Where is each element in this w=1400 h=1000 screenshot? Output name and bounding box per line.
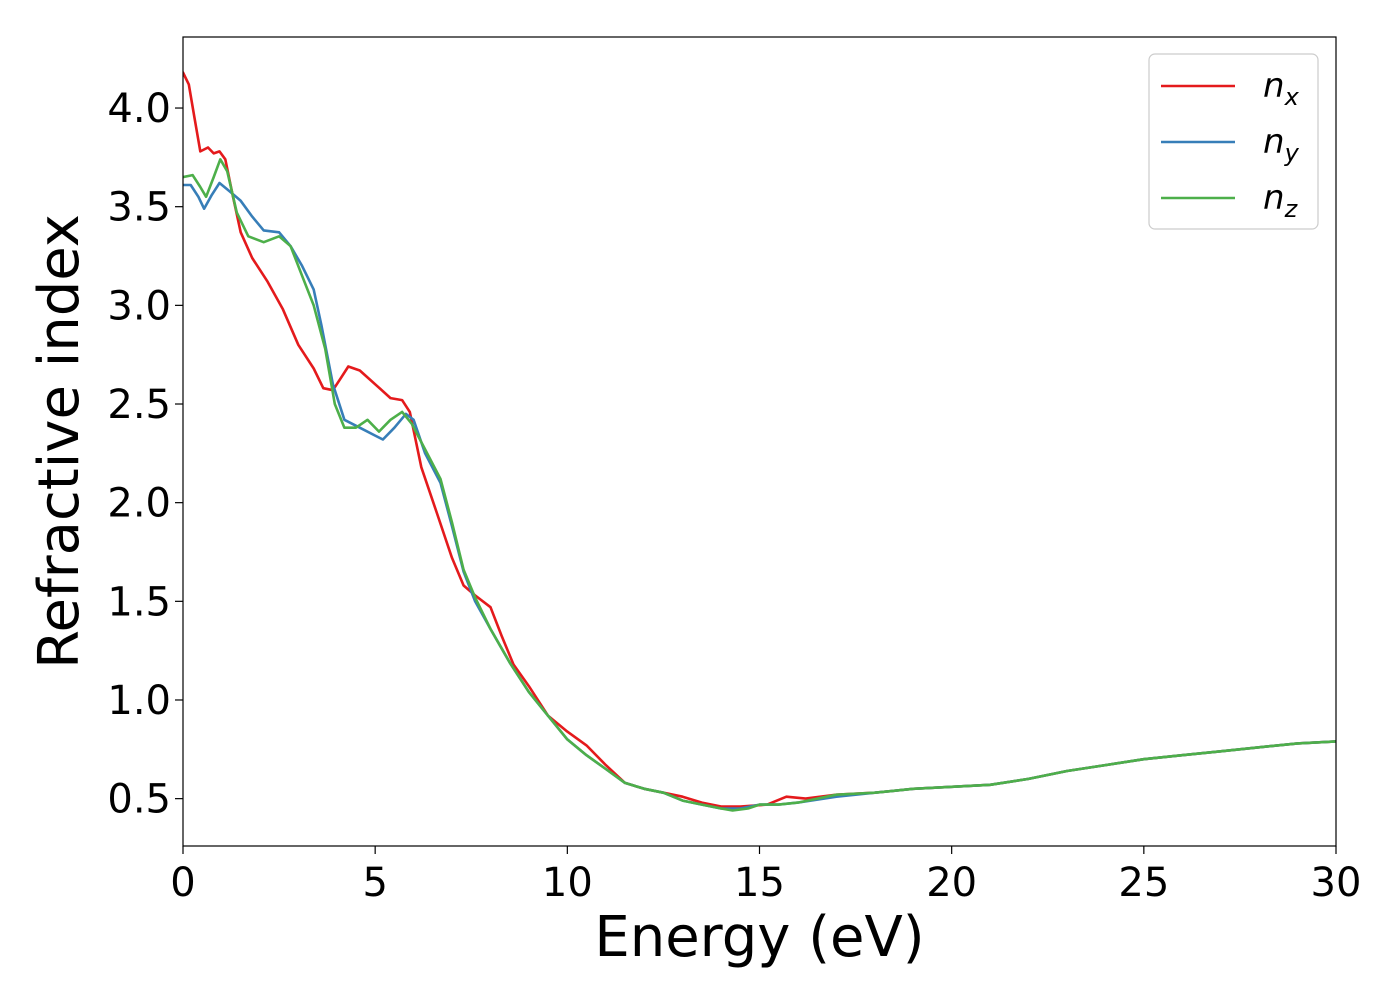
y-tick-label: 2.5 [107,382,171,428]
x-tick-label: 5 [362,860,387,906]
x-tick-label: 25 [1118,860,1169,906]
x-tick-label: 30 [1311,860,1362,906]
x-tick-label: 10 [542,860,593,906]
y-tick-label: 3.0 [107,283,171,329]
y-tick-label: 4.0 [107,86,171,132]
x-tick-label: 15 [734,860,785,906]
y-tick-label: 0.5 [107,777,171,823]
series-line-ny [183,181,1336,810]
x-tick-label: 20 [926,860,977,906]
series-lines [183,71,1336,812]
x-tick-label: 0 [170,860,195,906]
series-line-nz [183,158,1336,812]
y-axis-ticks: 0.5 1.0 1.5 2.0 2.5 3.0 3.5 4.0 [107,86,183,823]
y-tick-label: 1.5 [107,579,171,625]
y-axis-label: Refractive index [27,214,92,669]
y-tick-label: 1.0 [107,678,171,724]
x-axis-label: Energy (eV) [594,905,924,970]
y-tick-label: 3.5 [107,185,171,231]
y-tick-label: 2.0 [107,481,171,527]
x-axis-ticks: 0 5 10 15 20 25 30 [170,846,1361,906]
